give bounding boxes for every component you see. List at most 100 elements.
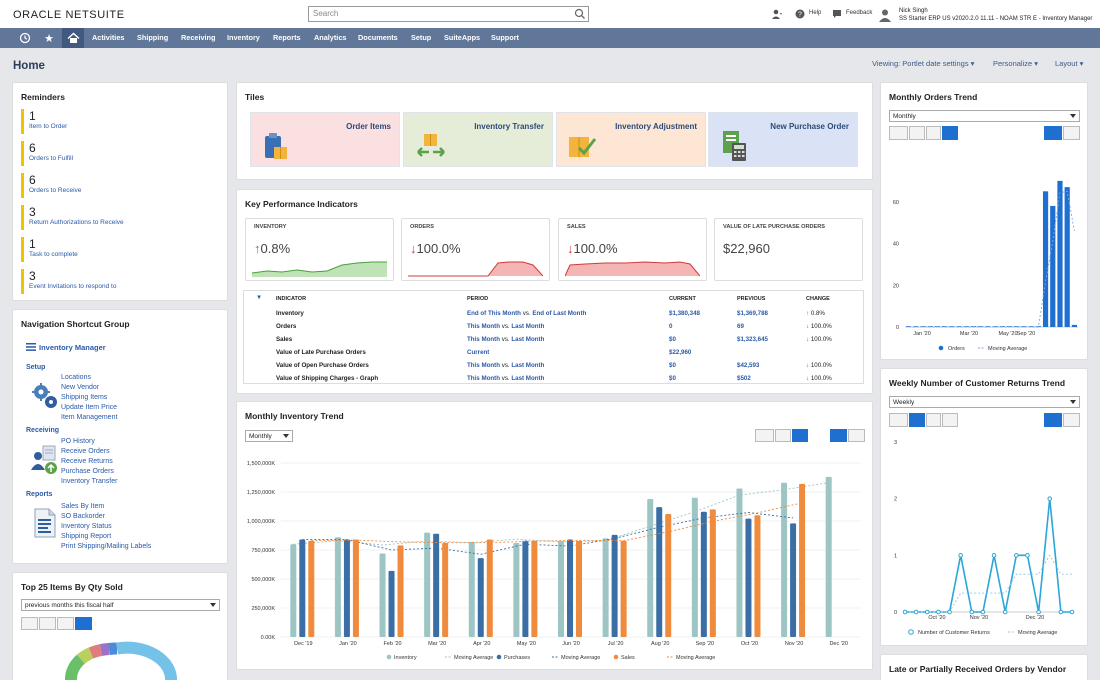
kpi-row-previous[interactable]: $1,323,645 [737,336,768,343]
tile-inventory-transfer[interactable]: Inventory Transfer [403,112,553,167]
help-icon[interactable]: ? [795,9,805,19]
period-b[interactable]: End of Last Month [532,310,587,317]
orders-period-select[interactable]: Monthly [889,110,1080,122]
nav-suiteapps[interactable]: SuiteApps [444,33,481,42]
nav-activities[interactable]: Activities [92,33,125,42]
period-a[interactable]: End of This Month [467,310,521,317]
kpi-row-previous[interactable]: $42,593 [737,362,760,369]
shortcut-link-item-management[interactable]: Item Management [61,414,118,421]
feedback-link[interactable]: Feedback [846,10,873,16]
nav-setup[interactable]: Setup [411,33,432,42]
line-chart-toggle[interactable] [926,126,941,140]
global-search-input[interactable]: Search [308,6,589,22]
column-chart-toggle[interactable] [942,126,958,140]
pie-chart-toggle[interactable] [75,617,92,630]
kpi-row-period[interactable]: This Month vs. Last Month [467,375,544,382]
home-icon[interactable] [62,28,84,48]
tile-new-purchase-order[interactable]: New Purchase Order [708,112,858,167]
top-25-period-select[interactable]: previous months this fiscal half [21,599,220,611]
shortcut-link-sales-by-item[interactable]: Sales By Item [61,503,105,510]
trend-curve-toggle[interactable] [1063,413,1080,427]
shortcut-link-update-item-price[interactable]: Update Item Price [61,404,118,411]
nav-documents[interactable]: Documents [358,33,398,42]
kpi-row-period[interactable]: This Month vs. Last Month [467,336,544,343]
kpi-row-current[interactable]: $0 [669,362,676,369]
shortcut-link-locations[interactable]: Locations [61,374,91,381]
kpi-row-period[interactable]: End of This Month vs. End of Last Month [467,310,586,317]
kpi-card-sales[interactable]: SALES ↓100.0% [558,218,707,281]
kpi-row-previous[interactable]: $1,369,788 [737,310,768,317]
reminder-item[interactable]: 6 Orders to Fulfill [21,141,221,166]
area-chart-toggle[interactable] [889,413,908,427]
line-chart-toggle[interactable] [21,617,38,630]
netsuite-logo[interactable]: ORACLE NETSUITE [13,9,125,21]
search-icon[interactable] [574,8,586,20]
kpi-row-period[interactable]: This Month vs. Last Month [467,323,544,330]
shortcut-link-receive-orders[interactable]: Receive Orders [61,448,110,455]
tile-inventory-adjustment[interactable]: Inventory Adjustment [556,112,706,167]
column-chart-toggle[interactable] [942,413,958,427]
kpi-card-inventory[interactable]: INVENTORY ↑0.8% [245,218,394,281]
shortcut-link-so-backorder[interactable]: SO Backorder [61,513,105,520]
column-chart-toggle[interactable] [57,617,74,630]
user-menu[interactable]: Nick Singh SS Starter ERP US v2020.2.0 1… [899,7,1092,23]
area-chart-toggle[interactable] [755,429,774,442]
line-chart-toggle[interactable] [909,413,925,427]
collapse-triangle-icon[interactable]: ▼ [256,294,263,301]
horizontal-bar-toggle[interactable] [775,429,791,442]
reminder-item[interactable]: 1 Item to Order [21,109,221,134]
returns-period-select[interactable]: Weekly [889,396,1080,408]
horizontal-bar-toggle[interactable] [39,617,56,630]
period-a[interactable]: Current [467,349,490,356]
period-b[interactable]: Last Month [511,375,545,382]
inventory-manager-link[interactable]: Inventory Manager [39,343,106,352]
kpi-row-current[interactable]: $0 [669,375,676,382]
shortcut-link-shipping-report[interactable]: Shipping Report [61,533,112,540]
period-b[interactable]: Last Month [511,323,545,330]
period-a[interactable]: This Month [467,362,500,369]
kpi-card-late-purchase-orders[interactable]: VALUE OF LATE PURCHASE ORDERS $22,960 [714,218,863,281]
trend-line-toggle[interactable] [1044,126,1062,140]
feedback-icon[interactable] [832,9,842,19]
period-a[interactable]: This Month [467,375,500,382]
nav-analytics[interactable]: Analytics [314,33,347,42]
kpi-row-period[interactable]: This Month vs. Last Month [467,362,544,369]
shortcut-link-new-vendor[interactable]: New Vendor [61,384,100,391]
reminder-item[interactable]: 6 Orders to Receive [21,173,221,198]
kpi-row-current[interactable]: $0 [669,336,676,343]
reminder-item[interactable]: 3 Event Invitations to respond to [21,269,221,294]
shortcut-link-shipping-items[interactable]: Shipping Items [61,394,108,401]
kpi-row-current[interactable]: 0 [669,323,673,330]
shortcut-link-print-shipping-labels[interactable]: Print Shipping/Mailing Labels [61,543,152,550]
personalize-link[interactable]: Personalize ▾ [993,59,1039,68]
inventory-period-select[interactable]: Monthly [245,430,293,442]
area-chart-toggle[interactable] [889,126,908,140]
recent-records-icon[interactable] [14,28,36,48]
kpi-row-previous[interactable]: 69 [737,323,744,330]
trend-line-toggle[interactable] [1044,413,1062,427]
kpi-row-current[interactable]: $22,960 [669,349,692,356]
kpi-row-previous[interactable]: $502 [737,375,751,382]
shortcut-link-receive-returns[interactable]: Receive Returns [61,458,113,465]
trend-curve-toggle[interactable] [848,429,865,442]
reminder-item[interactable]: 1 Task to complete [21,237,221,262]
help-link[interactable]: Help [809,10,822,16]
kpi-row-period[interactable]: Current [467,349,489,356]
horizontal-bar-toggle[interactable] [909,126,925,140]
user-avatar-icon[interactable] [878,8,892,22]
shortcut-link-inventory-status[interactable]: Inventory Status [61,523,112,530]
reminder-item[interactable]: 3 Return Authorizations to Receive [21,205,221,230]
tile-order-items[interactable]: Order Items [250,112,400,167]
favorites-star-icon[interactable]: ★ [44,32,54,45]
period-b[interactable]: Last Month [511,336,545,343]
period-b[interactable]: Last Month [511,362,545,369]
horizontal-bar-toggle[interactable] [926,413,941,427]
nav-support[interactable]: Support [491,33,519,42]
trend-line-toggle[interactable] [830,429,847,442]
period-a[interactable]: This Month [467,323,500,330]
trend-curve-toggle[interactable] [1063,126,1080,140]
nav-shipping[interactable]: Shipping [137,33,169,42]
layout-link[interactable]: Layout ▾ [1055,59,1084,68]
viewing-portlet-date-settings-link[interactable]: Viewing: Portlet date settings ▾ [872,59,975,68]
shortcut-link-purchase-orders[interactable]: Purchase Orders [61,468,114,475]
